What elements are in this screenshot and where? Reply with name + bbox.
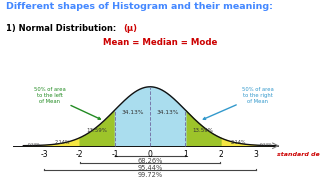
Text: 50% of area
to the left
of Mean: 50% of area to the left of Mean: [34, 87, 100, 119]
Text: Different shapes of Histogram and their meaning:: Different shapes of Histogram and their …: [6, 2, 273, 11]
Text: 3: 3: [253, 150, 258, 159]
Text: Mean = Median = Mode: Mean = Median = Mode: [103, 38, 217, 47]
Text: 1: 1: [183, 150, 188, 159]
Text: 50% of area
to the right
of Mean: 50% of area to the right of Mean: [203, 87, 273, 119]
Text: 68.26%: 68.26%: [137, 158, 163, 164]
Text: 0.13%: 0.13%: [260, 143, 273, 147]
Text: 13.59%: 13.59%: [192, 128, 213, 133]
Text: 1) Normal Distribution:: 1) Normal Distribution:: [6, 24, 117, 33]
Text: 34.13%: 34.13%: [156, 110, 179, 115]
Text: 2.14%: 2.14%: [54, 140, 70, 145]
Text: 99.72%: 99.72%: [138, 172, 163, 178]
Text: (μ): (μ): [123, 24, 137, 33]
Text: 34.13%: 34.13%: [121, 110, 144, 115]
Text: 95.44%: 95.44%: [138, 165, 163, 171]
Text: -3: -3: [41, 150, 48, 159]
Text: standard deviation (σ): standard deviation (σ): [277, 152, 320, 157]
Text: 0: 0: [148, 150, 153, 159]
Text: 2: 2: [218, 150, 223, 159]
Text: -1: -1: [111, 150, 119, 159]
Text: -2: -2: [76, 150, 84, 159]
Text: 2.14%: 2.14%: [230, 140, 246, 145]
Text: 13.59%: 13.59%: [87, 128, 108, 133]
Text: 0.13%: 0.13%: [28, 143, 40, 147]
